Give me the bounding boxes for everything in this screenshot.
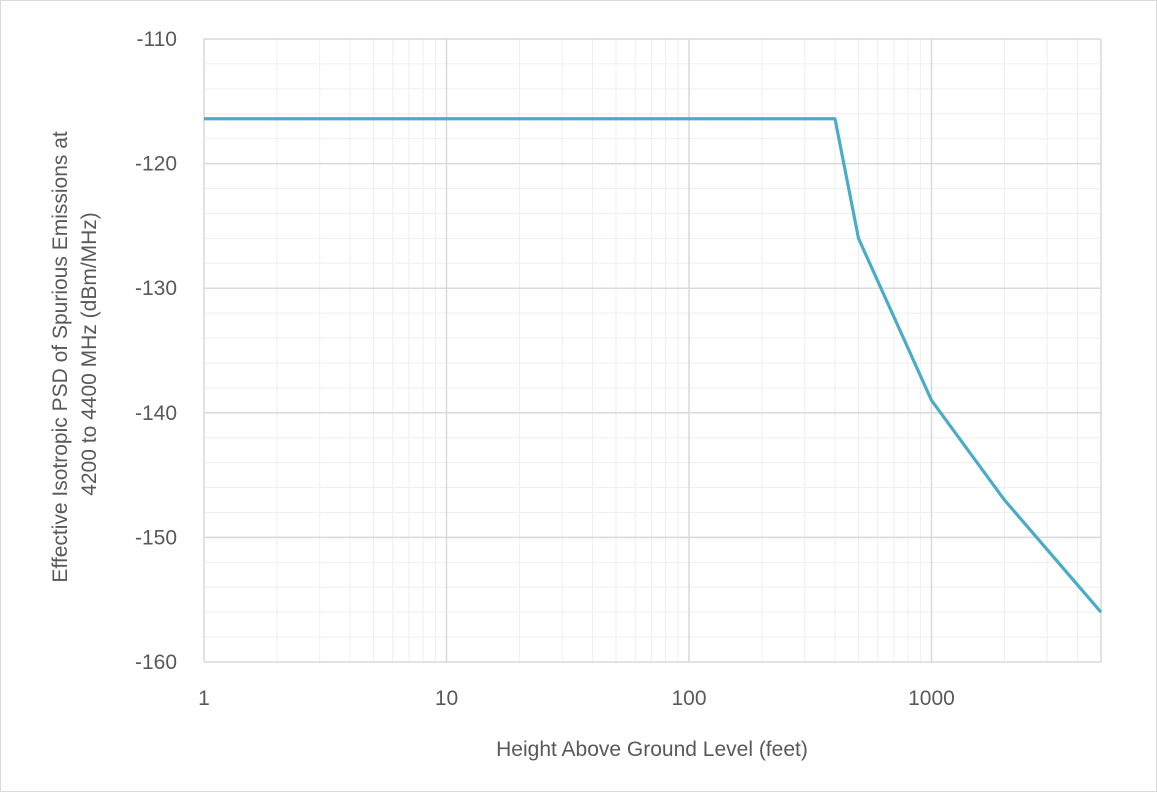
y-tick-label: -150: [135, 526, 177, 549]
tick-labels: 1 10 100 1000 -160 -150 -140 -130 -120 -110: [135, 28, 955, 710]
x-tick-label: 1000: [908, 687, 955, 710]
x-axis-title: Height Above Ground Level (feet): [496, 738, 808, 761]
y-tick-label: -120: [135, 153, 177, 176]
y-axis-title-line-1: Effective Isotropic PSD of Spurious Emis…: [49, 131, 72, 582]
y-tick-label: -110: [137, 28, 177, 51]
y-tick-label: -160: [135, 651, 177, 674]
series-layer: [204, 117, 1103, 614]
series-line: [204, 117, 1103, 614]
minor-gridlines: [204, 39, 1101, 662]
y-axis-title-line-2: 4200 to 4400 MHz (dBm/MHz): [78, 212, 101, 496]
y-tick-label: -140: [135, 402, 177, 425]
x-tick-label: 100: [671, 687, 706, 710]
major-gridlines: [203, 38, 1102, 663]
y-axis-title: Effective Isotropic PSD of Spurious Emis…: [49, 125, 101, 582]
x-tick-label: 1: [198, 687, 210, 710]
x-tick-label: 10: [435, 687, 458, 710]
y-tick-label: -130: [135, 277, 177, 300]
